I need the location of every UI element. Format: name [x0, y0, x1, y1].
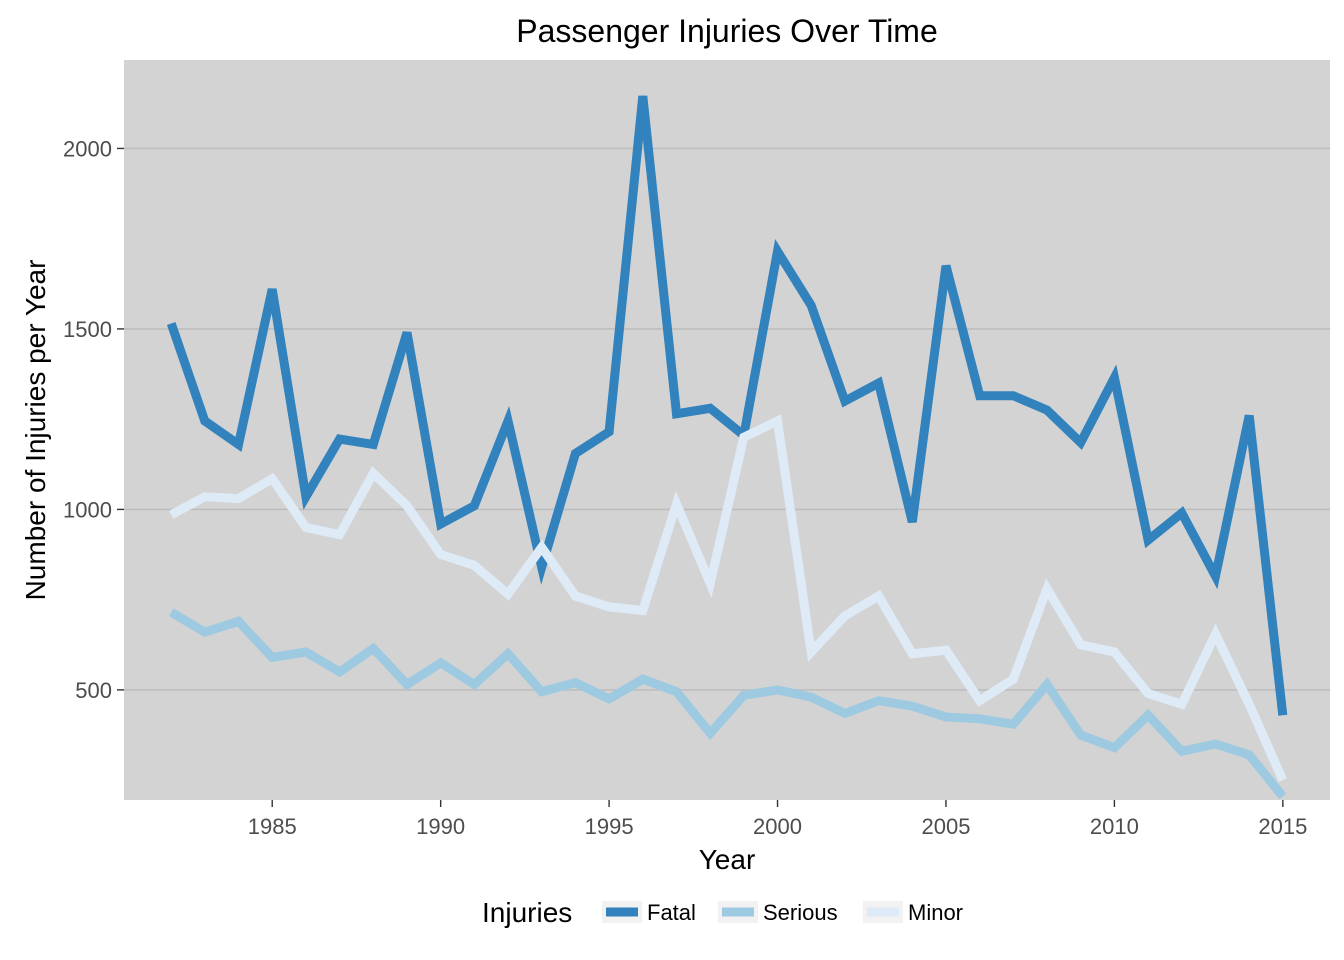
chart-title: Passenger Injuries Over Time [516, 13, 938, 49]
x-axis-title: Year [699, 844, 756, 875]
x-tick-label: 2000 [753, 814, 802, 839]
series-line-minor [169, 414, 1287, 782]
x-tick-label: 2010 [1090, 814, 1139, 839]
series-line-fatal [166, 95, 1288, 716]
x-tick-label: 1995 [585, 814, 634, 839]
legend-label-fatal: Fatal [647, 900, 696, 925]
series-lines [166, 95, 1288, 800]
y-axis-ticks: 500 1000 1500 2000 [63, 136, 124, 703]
y-tick-label: 500 [75, 678, 112, 703]
y-tick-label: 2000 [63, 136, 112, 161]
x-axis-ticks: 1985 1990 1995 2000 2005 2010 2015 [248, 800, 1307, 839]
y-axis-title: Number of Injuries per Year [20, 260, 51, 601]
x-tick-label: 2015 [1258, 814, 1307, 839]
y-tick-label: 1500 [63, 317, 112, 342]
legend-items: Fatal Serious Minor [602, 900, 963, 925]
legend: Injuries Fatal Serious Minor [482, 897, 963, 928]
x-tick-label: 1990 [416, 814, 465, 839]
series-line-serious [168, 608, 1287, 800]
y-tick-label: 1000 [63, 497, 112, 522]
legend-title: Injuries [482, 897, 572, 928]
legend-label-minor: Minor [908, 900, 963, 925]
legend-label-serious: Serious [763, 900, 838, 925]
x-tick-label: 2005 [921, 814, 970, 839]
x-tick-label: 1985 [248, 814, 297, 839]
